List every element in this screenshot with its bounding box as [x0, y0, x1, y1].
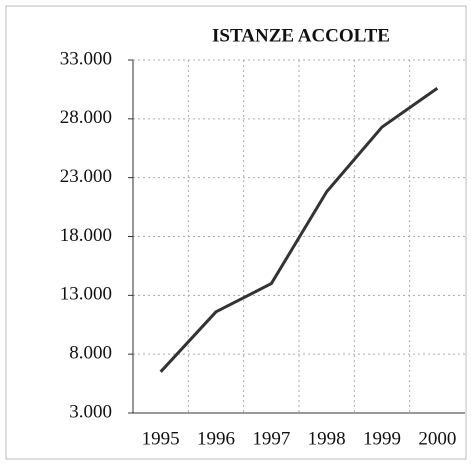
y-tick-label: 23.000 — [60, 166, 112, 187]
x-tick-label: 1999 — [363, 428, 401, 449]
x-tick-label: 2000 — [418, 428, 456, 449]
chart-frame — [5, 5, 467, 460]
y-tick-label: 8.000 — [69, 343, 112, 364]
x-tick-label: 1997 — [252, 428, 290, 449]
chart-title: ISTANZE ACCOLTE — [212, 25, 390, 46]
x-tick-label: 1998 — [308, 428, 346, 449]
x-tick-label: 1996 — [197, 428, 235, 449]
y-tick-label: 18.000 — [60, 225, 112, 246]
x-tick-label: 1995 — [142, 428, 180, 449]
y-tick-label: 3.000 — [69, 401, 112, 422]
y-tick-label: 13.000 — [60, 284, 112, 305]
y-tick-label: 33.000 — [60, 48, 112, 69]
data-line — [159, 87, 439, 373]
y-tick-label: 28.000 — [60, 107, 112, 128]
